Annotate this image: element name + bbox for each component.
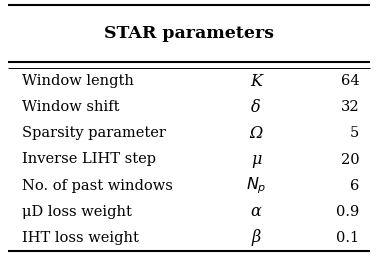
Text: 64: 64 xyxy=(341,74,359,88)
Text: 5: 5 xyxy=(350,126,359,140)
Text: Window length: Window length xyxy=(22,74,134,88)
Text: 32: 32 xyxy=(341,100,359,114)
Text: 6: 6 xyxy=(350,179,359,193)
Text: Sparsity parameter: Sparsity parameter xyxy=(22,126,166,140)
Text: 0.9: 0.9 xyxy=(336,205,359,219)
Text: STAR parameters: STAR parameters xyxy=(104,25,274,42)
Text: 0.1: 0.1 xyxy=(336,231,359,245)
Text: IHT loss weight: IHT loss weight xyxy=(22,231,139,245)
Text: α: α xyxy=(251,203,261,220)
Text: Ω: Ω xyxy=(249,125,263,142)
Text: β: β xyxy=(251,229,260,247)
Text: μD loss weight: μD loss weight xyxy=(22,205,132,219)
Text: No. of past windows: No. of past windows xyxy=(22,179,174,193)
Text: μ: μ xyxy=(251,151,261,168)
Text: K: K xyxy=(250,72,262,90)
Text: Window shift: Window shift xyxy=(22,100,120,114)
Text: δ: δ xyxy=(251,99,261,116)
Text: $N_p$: $N_p$ xyxy=(246,175,266,196)
Text: Inverse LIHT step: Inverse LIHT step xyxy=(22,153,156,166)
Text: 20: 20 xyxy=(341,153,359,166)
